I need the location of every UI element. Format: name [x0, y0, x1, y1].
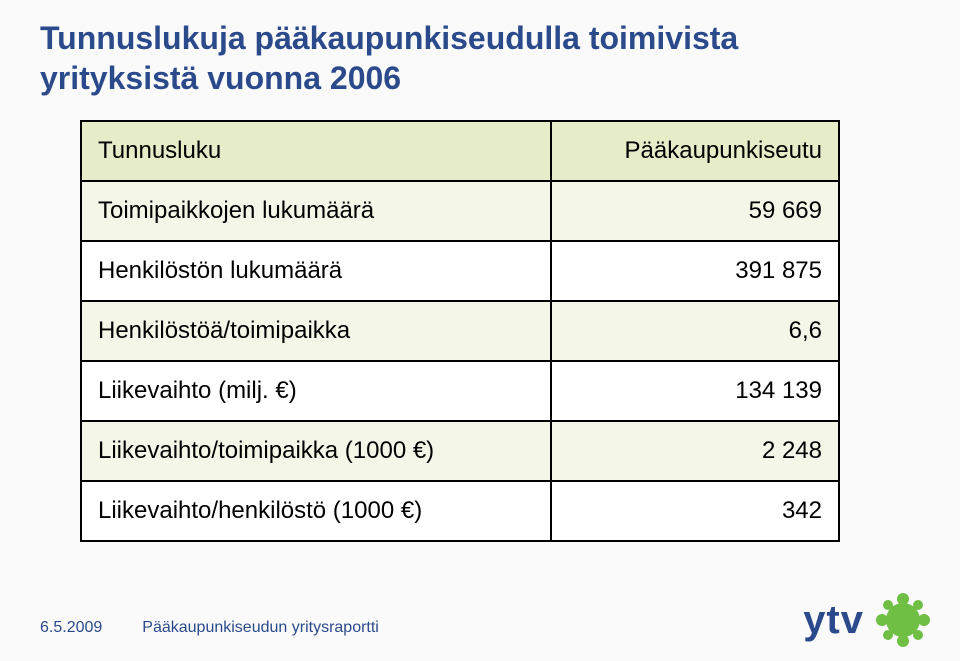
row-value: 342 — [551, 481, 839, 541]
page-title: Tunnuslukuja pääkaupunkiseudulla toimivi… — [40, 18, 738, 98]
title-line-1: Tunnuslukuja pääkaupunkiseudulla toimivi… — [40, 20, 738, 56]
row-value: 134 139 — [551, 361, 839, 421]
row-value: 2 248 — [551, 421, 839, 481]
data-table: Tunnusluku Pääkaupunkiseutu Toimipaikkoj… — [80, 120, 840, 542]
header-label: Tunnusluku — [81, 121, 551, 181]
row-value: 59 669 — [551, 181, 839, 241]
row-label: Liikevaihto/toimipaikka (1000 €) — [81, 421, 551, 481]
table-row: Liikevaihto/henkilöstö (1000 €) 342 — [81, 481, 839, 541]
table-row: Liikevaihto/toimipaikka (1000 €) 2 248 — [81, 421, 839, 481]
footer-source: Pääkaupunkiseudun yritysraportti — [142, 619, 379, 637]
table-row: Henkilöstön lukumäärä 391 875 — [81, 241, 839, 301]
title-line-2: yrityksistä vuonna 2006 — [40, 60, 401, 96]
logo-text: ytv — [803, 598, 864, 643]
row-label: Henkilöstöä/toimipaikka — [81, 301, 551, 361]
row-value: 391 875 — [551, 241, 839, 301]
logo-icon — [874, 591, 932, 649]
header-value: Pääkaupunkiseutu — [551, 121, 839, 181]
table-row: Henkilöstöä/toimipaikka 6,6 — [81, 301, 839, 361]
logo: ytv — [803, 591, 932, 649]
row-value: 6,6 — [551, 301, 839, 361]
row-label: Toimipaikkojen lukumäärä — [81, 181, 551, 241]
table-row: Toimipaikkojen lukumäärä 59 669 — [81, 181, 839, 241]
footer-date: 6.5.2009 — [40, 619, 102, 637]
row-label: Liikevaihto (milj. €) — [81, 361, 551, 421]
row-label: Henkilöstön lukumäärä — [81, 241, 551, 301]
row-label: Liikevaihto/henkilöstö (1000 €) — [81, 481, 551, 541]
table-header-row: Tunnusluku Pääkaupunkiseutu — [81, 121, 839, 181]
table-row: Liikevaihto (milj. €) 134 139 — [81, 361, 839, 421]
footer: 6.5.2009 Pääkaupunkiseudun yritysraportt… — [40, 619, 379, 637]
slide: Tunnuslukuja pääkaupunkiseudulla toimivi… — [0, 0, 960, 661]
table: Tunnusluku Pääkaupunkiseutu Toimipaikkoj… — [80, 120, 840, 542]
